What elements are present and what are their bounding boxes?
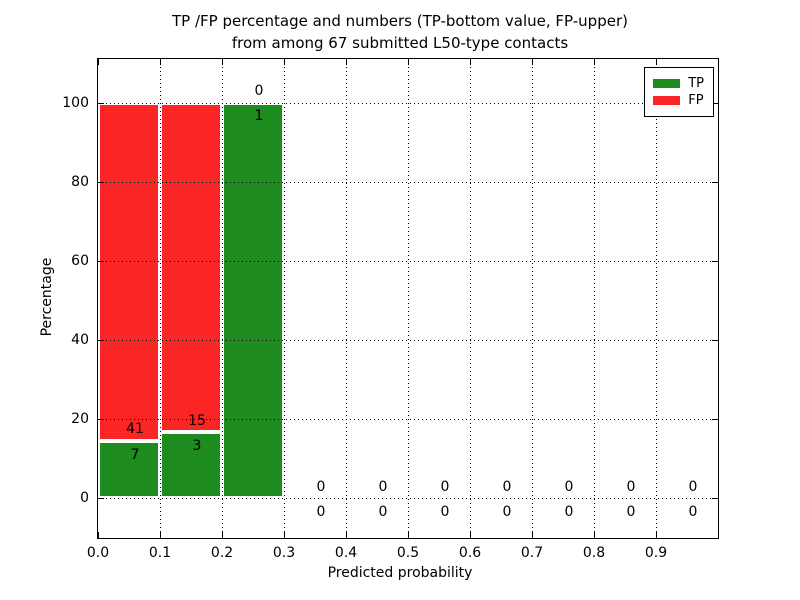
- tp-count-label: 3: [192, 438, 202, 455]
- x-tick-mark-top: [98, 59, 99, 65]
- y-tick-mark-right: [712, 181, 718, 183]
- tp-swatch-icon: [653, 79, 681, 88]
- fp-swatch-icon: [653, 96, 681, 105]
- v-gridline: [160, 59, 161, 538]
- y-tick-mark: [98, 181, 104, 183]
- x-tick-mark-top: [160, 59, 161, 65]
- legend-entry-fp: FP: [653, 93, 704, 108]
- bar-segment-tp: [222, 102, 284, 499]
- v-gridline: [470, 59, 471, 538]
- tp-count-label: 0: [688, 504, 698, 521]
- x-tick-mark-top: [284, 59, 285, 65]
- x-tick-mark: [408, 532, 409, 538]
- x-tick-mark: [470, 532, 471, 538]
- x-tick-mark-top: [532, 59, 533, 65]
- tp-count-label: 0: [564, 504, 574, 521]
- x-tick-label: 0.7: [520, 545, 544, 561]
- y-tick-mark: [98, 102, 104, 104]
- y-tick-mark-right: [712, 102, 718, 104]
- x-tick-mark: [346, 532, 347, 538]
- tp-count-label: 7: [130, 446, 140, 463]
- x-tick-mark-top: [594, 59, 595, 65]
- tp-count-label: 0: [440, 504, 450, 521]
- x-tick-mark-top: [346, 59, 347, 65]
- x-tick-label: 0.9: [644, 545, 668, 561]
- x-tick-mark: [594, 532, 595, 538]
- y-tick-label: 100: [62, 94, 89, 111]
- y-tick-mark-right: [712, 419, 718, 421]
- x-tick-label: 0.0: [86, 545, 110, 561]
- x-tick-mark: [160, 532, 161, 538]
- legend-entry-tp: TP: [653, 76, 704, 91]
- y-tick-label: 80: [71, 173, 89, 190]
- v-gridline: [656, 59, 657, 538]
- tp-count-label: 0: [502, 504, 512, 521]
- fp-count-label: 0: [626, 478, 636, 495]
- plot-area: TP FP 41 7 15 3 0 1 0 0 0 0 0 0 0 0 0 0 0 0 0 0: [97, 58, 719, 539]
- chart-title-line2: from among 67 submitted L50-type contact…: [231, 34, 569, 52]
- y-tick-label: 20: [71, 411, 89, 428]
- fp-count-label: 0: [502, 478, 512, 495]
- x-tick-label: 0.3: [272, 545, 296, 561]
- x-tick-mark-top: [222, 59, 223, 65]
- fp-count-label: 0: [316, 478, 326, 495]
- y-tick-mark-right: [712, 340, 718, 342]
- tp-count-label: 0: [316, 504, 326, 521]
- v-gridline: [408, 59, 409, 538]
- y-tick-label: 60: [71, 252, 89, 269]
- bar-segment-tp: [98, 440, 160, 499]
- x-tick-mark: [222, 532, 223, 538]
- x-tick-label: 0.6: [458, 545, 482, 561]
- x-tick-label: 0.2: [210, 545, 234, 561]
- y-tick-mark: [98, 498, 104, 500]
- v-gridline: [594, 59, 595, 538]
- v-gridline: [222, 59, 223, 538]
- tp-count-label: 0: [378, 504, 388, 521]
- v-gridline: [284, 59, 285, 538]
- legend-label-tp: TP: [688, 76, 704, 91]
- fp-count-label: 0: [688, 478, 698, 495]
- x-tick-mark-top: [408, 59, 409, 65]
- v-gridline: [346, 59, 347, 538]
- fp-count-label: 41: [126, 420, 144, 437]
- bar-segment-tp: [160, 432, 222, 499]
- fp-count-label: 0: [440, 478, 450, 495]
- y-tick-label: 0: [80, 490, 89, 507]
- x-axis-label: Predicted probability: [327, 565, 473, 581]
- x-tick-label: 0.8: [582, 545, 606, 561]
- fp-count-label: 0: [564, 478, 574, 495]
- y-tick-mark-right: [712, 260, 718, 262]
- y-tick-label: 40: [71, 332, 89, 349]
- x-tick-mark: [98, 532, 99, 538]
- x-tick-label: 0.1: [148, 545, 172, 561]
- x-tick-mark: [656, 532, 657, 538]
- chart-title-line1: TP /FP percentage and numbers (TP-bottom…: [172, 12, 628, 30]
- x-tick-mark: [284, 532, 285, 538]
- fp-count-label: 0: [378, 478, 388, 495]
- bar-segment-fp: [98, 102, 160, 441]
- x-tick-mark-top: [656, 59, 657, 65]
- x-tick-mark: [532, 532, 533, 538]
- x-tick-label: 0.4: [334, 545, 358, 561]
- legend: TP FP: [644, 67, 714, 117]
- tp-count-label: 0: [626, 504, 636, 521]
- legend-label-fp: FP: [688, 93, 704, 108]
- v-gridline: [532, 59, 533, 538]
- y-tick-mark: [98, 419, 104, 421]
- fp-count-label: 0: [254, 82, 264, 99]
- y-tick-mark-right: [712, 498, 718, 500]
- tp-count-label: 1: [254, 108, 264, 125]
- bar-segment-fp: [160, 102, 222, 433]
- y-tick-mark: [98, 340, 104, 342]
- x-tick-label: 0.5: [396, 545, 420, 561]
- fp-count-label: 15: [188, 412, 206, 429]
- y-tick-mark: [98, 260, 104, 262]
- x-tick-mark-top: [470, 59, 471, 65]
